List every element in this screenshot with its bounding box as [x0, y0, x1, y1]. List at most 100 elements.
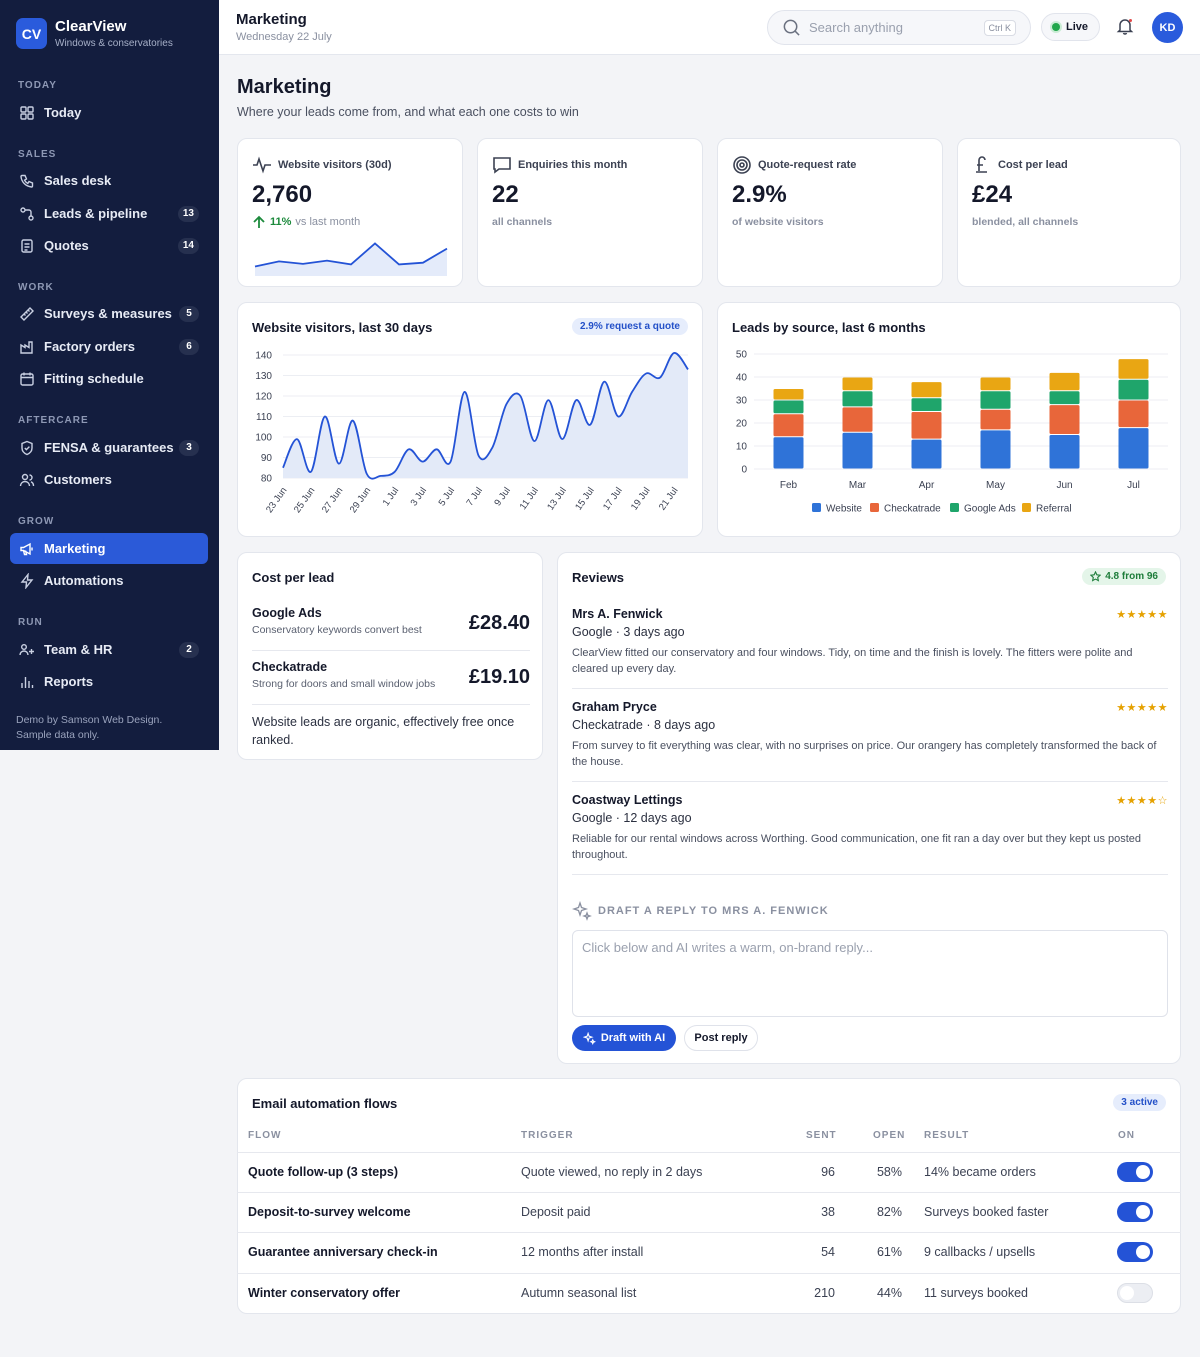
sidebar-item-label: Customers	[44, 472, 112, 487]
bar-segment	[773, 414, 804, 437]
live-status-badge[interactable]: Live	[1041, 13, 1100, 41]
section-title-grow: GROW	[18, 516, 55, 527]
x-tick-label: 9 Jul	[492, 485, 513, 508]
bar-segment	[773, 437, 804, 469]
sidebar-item-leads[interactable]: Leads & pipeline 13	[10, 198, 208, 229]
sparkline-chart	[254, 242, 448, 276]
star-rating: ★★★★★	[1116, 609, 1168, 621]
flow-sent: 210	[814, 1286, 835, 1300]
brand[interactable]: CV ClearView Windows & conservatories	[16, 18, 173, 49]
cost-row: Google Ads Conservatory keywords convert…	[252, 606, 530, 636]
page-title: Marketing	[237, 76, 332, 98]
card-title: Reviews	[572, 570, 625, 585]
sidebar-item-marketing[interactable]: Marketing	[10, 533, 208, 564]
chart-title: Website visitors, last 30 days	[252, 320, 433, 335]
avatar[interactable]: KD	[1152, 12, 1183, 43]
sidebar-item-customers[interactable]: Customers	[10, 464, 208, 495]
flow-sent: 96	[821, 1165, 835, 1179]
bell-icon[interactable]	[1116, 17, 1134, 35]
y-tick-label: 0	[741, 465, 747, 476]
sidebar-item-surveys[interactable]: Surveys & measures 5	[10, 298, 208, 329]
legend-label: Referral	[1036, 504, 1072, 515]
flow-name: Winter conservatory offer	[248, 1286, 401, 1300]
sidebar-item-label: FENSA & guarantees	[44, 440, 174, 455]
bolt-icon	[20, 572, 34, 589]
draft-reply-label: DRAFT A REPLY TO MRS A. FENWICK	[572, 901, 829, 921]
y-tick-label: 40	[736, 373, 748, 384]
chat-icon	[493, 157, 511, 174]
sparkles-icon	[582, 1031, 596, 1045]
footer-line: Demo by Samson Web Design.	[16, 714, 163, 726]
bar-segment	[911, 412, 942, 439]
y-tick-label: 120	[255, 392, 272, 403]
bar-segment	[773, 400, 804, 414]
sidebar-item-sales-desk[interactable]: Sales desk	[10, 165, 208, 196]
column-header: FLOW	[248, 1130, 282, 1141]
post-reply-button[interactable]: Post reply	[684, 1025, 758, 1051]
draft-with-ai-button[interactable]: Draft with AI	[572, 1025, 676, 1051]
email-flows-card: Email automation flows 3 active	[237, 1078, 1181, 1314]
sidebar-item-today[interactable]: Today	[10, 97, 208, 128]
flow-open: 82%	[876, 1205, 902, 1219]
stat-value: 22	[492, 181, 519, 208]
flow-result: 14% became orders	[924, 1165, 1036, 1179]
brand-logo: CV	[16, 18, 47, 49]
pound-icon	[976, 156, 987, 173]
sources-bar-chart: 0 10 20 30 40 50 Feb Mar Apr May Jun Jul Website Chec…	[736, 350, 1168, 515]
x-tick-label: 1 Jul	[381, 485, 402, 508]
stat-label-text: Quote-request rate	[758, 159, 857, 171]
flow-toggle[interactable]	[1117, 1202, 1153, 1222]
shield-icon	[21, 440, 33, 455]
y-tick-label: 140	[255, 351, 272, 362]
bar-segment	[911, 398, 942, 411]
y-tick-label: 90	[261, 453, 273, 464]
x-tick-label: Feb	[780, 480, 798, 491]
cost-row-value: £19.10	[468, 666, 530, 688]
reply-textarea[interactable]: Click below and AI writes a warm, on-bra…	[572, 930, 1168, 1017]
stat-trend: 11% vs last month	[252, 215, 360, 229]
top-header: Marketing Wednesday 22 July Search anyth…	[219, 0, 1200, 55]
button-label: Draft with AI	[600, 1032, 666, 1044]
search-input[interactable]: Search anything Ctrl K	[767, 10, 1031, 45]
pulse-icon	[253, 156, 271, 174]
x-tick-label: Jun	[1056, 480, 1072, 491]
trend-value: 11%	[270, 216, 292, 228]
legend-swatch	[870, 503, 879, 512]
sidebar-item-label: Reports	[44, 674, 94, 689]
sidebar-item-reports[interactable]: Reports	[10, 666, 208, 697]
sidebar-item-label: Surveys & measures	[44, 306, 172, 321]
column-header: ON	[1118, 1130, 1135, 1141]
stat-value: £24	[972, 181, 1013, 208]
sidebar-item-factory-orders[interactable]: Factory orders 6	[10, 331, 208, 362]
bar-segment	[911, 439, 942, 469]
flow-toggle[interactable]	[1117, 1162, 1153, 1182]
y-tick-label: 110	[256, 412, 272, 423]
sidebar-item-label: Team & HR	[44, 642, 113, 657]
visitors-line	[282, 352, 689, 480]
stat-value: 2.9%	[732, 181, 787, 208]
sidebar-item-fensa[interactable]: FENSA & guarantees 3	[10, 432, 208, 463]
sidebar-item-automations[interactable]: Automations	[10, 565, 208, 596]
users-icon	[19, 473, 35, 486]
cost-row-value: £28.40	[468, 612, 530, 634]
flow-toggle[interactable]	[1117, 1283, 1153, 1303]
reviewer-name: Graham Pryce	[572, 700, 657, 714]
calendar-icon	[20, 372, 34, 386]
sidebar-item-team-hr[interactable]: Team & HR 2	[10, 634, 208, 665]
flow-toggle[interactable]	[1117, 1242, 1153, 1262]
bar-segment	[842, 377, 873, 391]
y-tick-label: 50	[736, 350, 748, 361]
trend-text: vs last month	[295, 216, 361, 228]
sidebar-item-fitting-schedule[interactable]: Fitting schedule	[10, 363, 208, 394]
review-meta: Google · 12 days ago	[572, 811, 692, 825]
cost-per-lead-card: Cost per lead Google Ads Conservatory ke…	[237, 552, 543, 760]
review-item: Coastway Lettings Google · 12 days ago R…	[572, 793, 1168, 863]
count-badge: 6	[179, 338, 199, 355]
sidebar-item-label: Factory orders	[44, 339, 136, 354]
conversion-badge: 2.9% request a quote	[571, 318, 688, 335]
sidebar-item-quotes[interactable]: Quotes 14	[10, 230, 208, 261]
stat-card-cost-per-lead: Cost per lead £24 blended, all channels	[957, 138, 1181, 287]
stat-label-text: Enquiries this month	[518, 159, 628, 171]
flow-result: 9 callbacks / upsells	[924, 1245, 1036, 1259]
bar-segment	[773, 389, 804, 400]
